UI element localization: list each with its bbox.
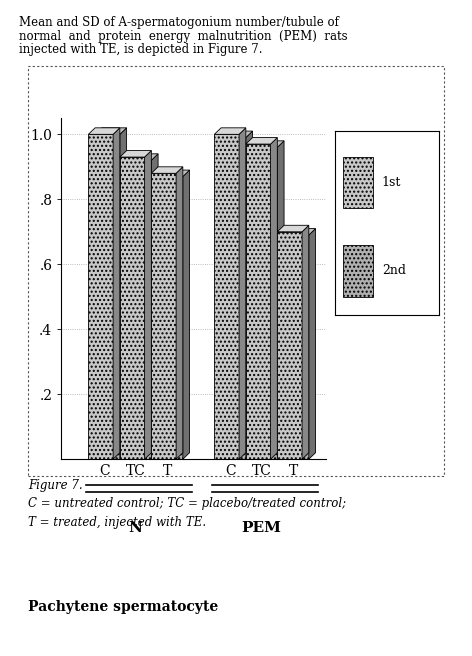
Text: 1st: 1st <box>382 176 401 189</box>
Bar <box>344 245 372 297</box>
Polygon shape <box>284 228 316 235</box>
Polygon shape <box>302 225 309 459</box>
Text: Mean and SD of A-spermatogonium number/tubule of: Mean and SD of A-spermatogonium number/t… <box>19 16 339 30</box>
Polygon shape <box>126 154 158 160</box>
Text: normal  and  protein  energy  malnutrition  (PEM)  rats: normal and protein energy malnutrition (… <box>19 30 347 43</box>
Polygon shape <box>113 128 120 459</box>
Text: injected with TE, is depicted in Figure 7.: injected with TE, is depicted in Figure … <box>19 43 262 56</box>
Polygon shape <box>309 228 316 459</box>
Polygon shape <box>176 167 183 459</box>
Polygon shape <box>246 138 278 144</box>
Polygon shape <box>278 225 309 232</box>
Polygon shape <box>221 138 246 459</box>
Text: Pachytene spermatocyte: Pachytene spermatocyte <box>28 600 219 614</box>
Polygon shape <box>120 151 152 157</box>
Polygon shape <box>183 170 190 459</box>
Polygon shape <box>95 134 120 459</box>
Polygon shape <box>95 128 126 134</box>
Polygon shape <box>239 128 246 459</box>
Text: T = treated, injected with TE.: T = treated, injected with TE. <box>28 516 206 529</box>
Text: PEM: PEM <box>242 521 282 535</box>
Polygon shape <box>144 151 152 459</box>
Polygon shape <box>88 128 120 134</box>
Text: C = untreated control; TC = placebo/treated control;: C = untreated control; TC = placebo/trea… <box>28 497 346 510</box>
Polygon shape <box>284 235 309 459</box>
Polygon shape <box>246 131 253 459</box>
Polygon shape <box>152 167 183 173</box>
Polygon shape <box>120 128 126 459</box>
Polygon shape <box>278 232 302 459</box>
Text: Figure 7.: Figure 7. <box>28 479 83 492</box>
Text: N: N <box>129 521 143 535</box>
Polygon shape <box>120 157 144 459</box>
Polygon shape <box>253 148 278 459</box>
Polygon shape <box>214 134 239 459</box>
Polygon shape <box>221 131 253 138</box>
Polygon shape <box>158 176 183 459</box>
Polygon shape <box>214 128 246 134</box>
Polygon shape <box>158 170 190 176</box>
Polygon shape <box>246 144 270 459</box>
Polygon shape <box>152 154 158 459</box>
Bar <box>344 157 372 209</box>
Polygon shape <box>152 173 176 459</box>
Polygon shape <box>270 138 278 459</box>
Polygon shape <box>278 141 284 459</box>
Polygon shape <box>88 134 113 459</box>
Text: 2nd: 2nd <box>382 264 406 277</box>
Polygon shape <box>253 141 284 148</box>
Polygon shape <box>126 160 152 459</box>
